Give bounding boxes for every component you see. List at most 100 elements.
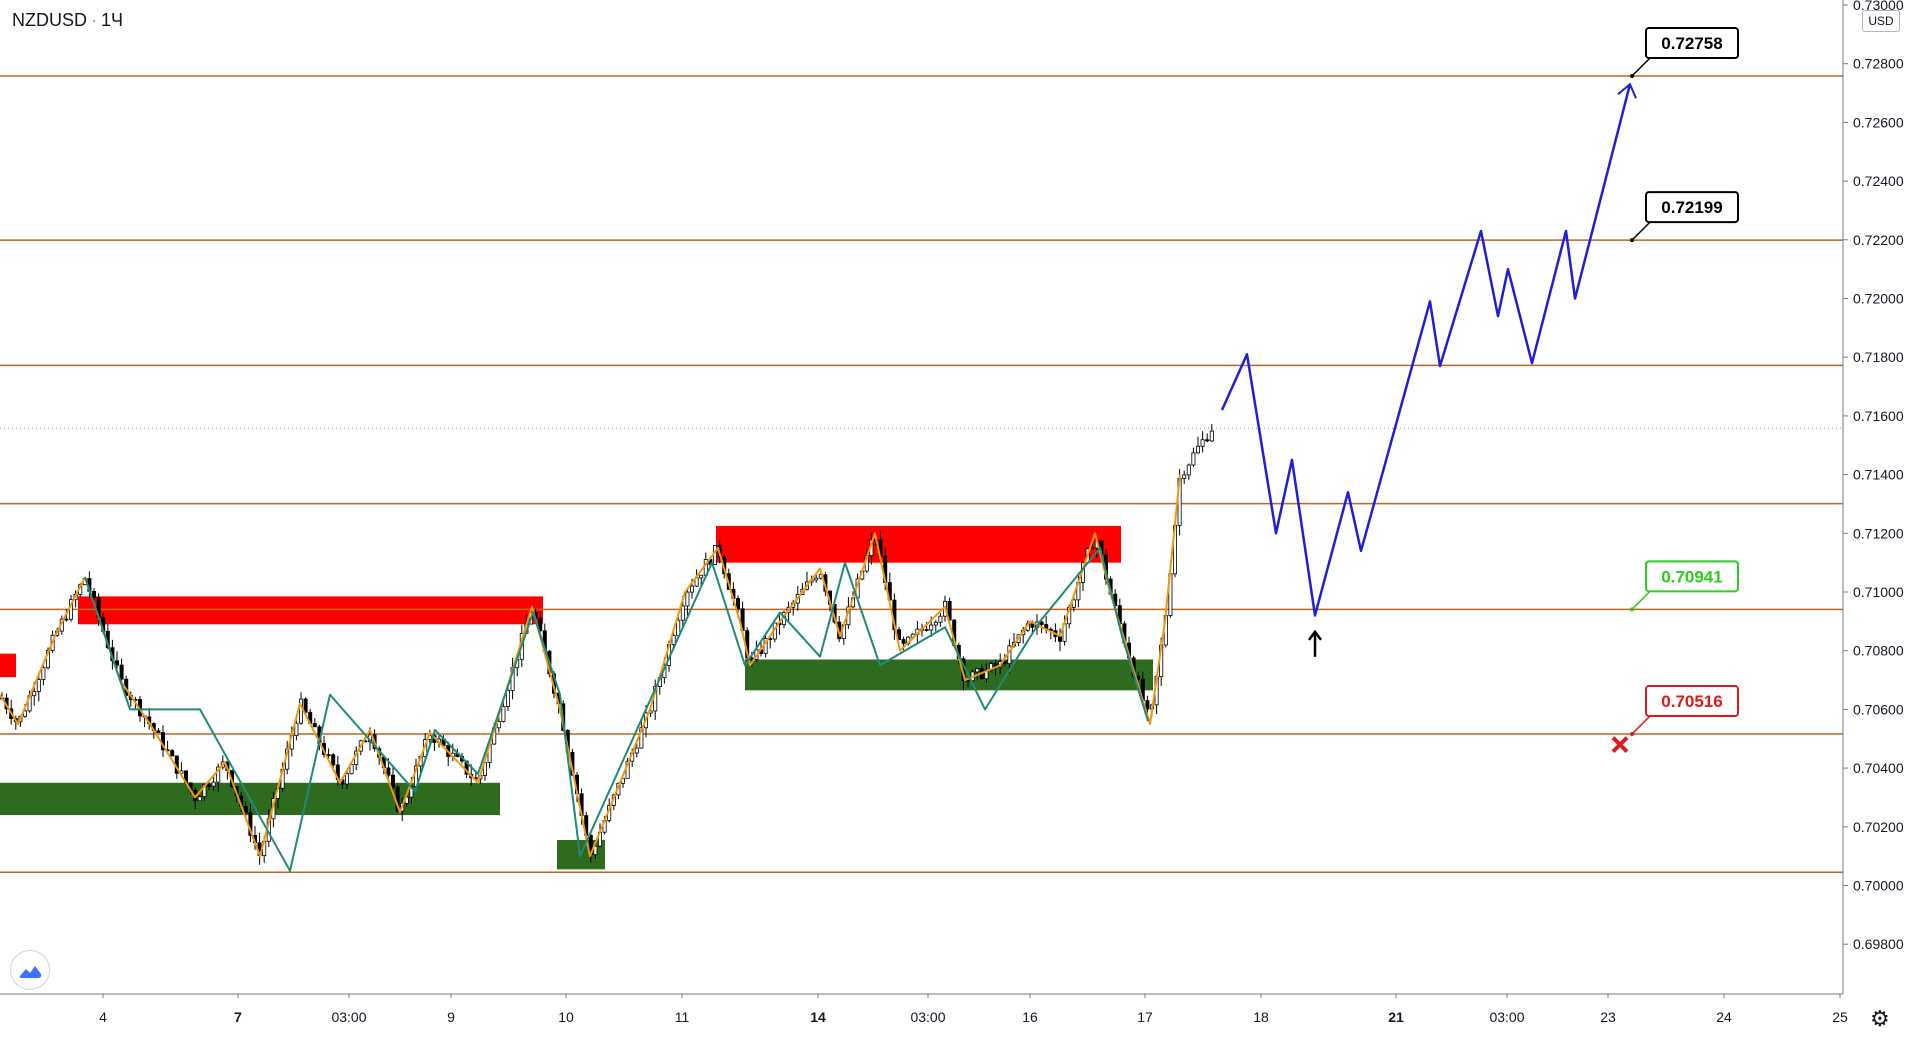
support-zone — [745, 659, 1153, 691]
callout-pointer — [1631, 57, 1651, 77]
resistance-zone — [0, 653, 16, 678]
candle-body — [1191, 452, 1196, 466]
candle-body — [303, 698, 308, 713]
candle-body — [901, 639, 906, 644]
time-tick-label: 25 — [1832, 1009, 1848, 1025]
price-tick-label: 0.70600 — [1853, 701, 1904, 717]
tradingview-logo-icon[interactable] — [10, 950, 50, 990]
projection-layer — [1220, 82, 1637, 617]
callout-box — [1645, 27, 1739, 60]
price-tick-label: 0.72800 — [1853, 56, 1904, 72]
price-tick-label: 0.70200 — [1853, 819, 1904, 835]
time-axis-bg — [0, 994, 1920, 1040]
callout-pointer — [1631, 221, 1651, 241]
callouts-layer: 0.72758 0.72199 0.70941 0.70516 — [1630, 27, 1739, 737]
candle-body — [966, 680, 971, 683]
candle-body — [1058, 636, 1063, 642]
candle-body — [1071, 599, 1076, 608]
price-tick-label: 0.71600 — [1853, 408, 1904, 424]
price-tick-label: 0.73000 — [1853, 0, 1904, 13]
candle-body — [197, 796, 202, 802]
candle-body — [1196, 445, 1201, 454]
candle-body — [933, 621, 938, 626]
candle-body — [119, 664, 124, 680]
candle-body — [312, 722, 317, 728]
callout-pointer — [1631, 590, 1651, 610]
candle-body — [634, 747, 639, 754]
candle-body — [32, 691, 37, 697]
candle-body — [156, 730, 161, 733]
gear-icon[interactable]: ⚙ — [1870, 1006, 1890, 1031]
price-tick-label: 0.70400 — [1853, 760, 1904, 776]
candle-body — [386, 767, 391, 776]
candle-body — [294, 722, 299, 736]
candle-body — [680, 605, 685, 621]
symbol-title[interactable]: NZDUSD · 1Ч — [12, 10, 123, 31]
candle-body — [1186, 464, 1191, 476]
time-tick-label: 16 — [1022, 1009, 1038, 1025]
candle-body — [938, 615, 943, 623]
callout-box — [1645, 191, 1739, 224]
candle-body — [505, 689, 510, 707]
candle-body — [1145, 700, 1150, 710]
projection-arrowhead — [1617, 82, 1637, 99]
candle-body — [211, 781, 216, 787]
time-tick-label: 18 — [1253, 1009, 1269, 1025]
candle-body — [538, 617, 543, 632]
price-tick-label: 0.72400 — [1853, 173, 1904, 189]
candle-body — [1030, 623, 1035, 628]
time-tick-label: 14 — [810, 1009, 826, 1025]
callout-box — [1645, 685, 1739, 718]
callout-pointer — [1631, 715, 1651, 735]
price-tick-label: 0.71800 — [1853, 349, 1904, 365]
price-tick-label: 0.70000 — [1853, 878, 1904, 894]
price-tick-label: 0.71200 — [1853, 525, 1904, 541]
callout-anchor — [1630, 607, 1634, 612]
candle-body — [36, 679, 41, 692]
price-tick-label: 0.72000 — [1853, 291, 1904, 307]
time-tick-label: 4 — [99, 1009, 107, 1025]
candle-body — [1002, 661, 1007, 665]
callout-label: 0.70941 — [1661, 567, 1722, 586]
callout-box — [1645, 560, 1739, 593]
candle-body — [331, 754, 336, 766]
time-tick-label: 17 — [1137, 1009, 1153, 1025]
time-tick-label: 21 — [1388, 1009, 1404, 1025]
currency-badge[interactable]: USD — [1862, 10, 1900, 32]
callout-anchor — [1630, 732, 1634, 737]
candle-body — [639, 727, 644, 749]
price-axis-bg — [1843, 0, 1920, 1040]
candle-body — [690, 585, 695, 593]
candle-body — [170, 750, 175, 757]
candle-body — [924, 629, 929, 631]
candle-body — [1090, 547, 1095, 550]
markers-layer — [1308, 629, 1629, 754]
candle-body — [814, 577, 819, 581]
callout-anchor — [1630, 74, 1634, 79]
price-tick-label: 0.72200 — [1853, 232, 1904, 248]
candle-body — [975, 668, 980, 673]
candle-body — [1182, 474, 1187, 479]
stop-x-icon — [1611, 736, 1629, 754]
price-tick-label: 0.72600 — [1853, 114, 1904, 130]
symbol-name: NZDUSD — [12, 10, 87, 30]
candle-body — [216, 766, 221, 783]
candle-body — [92, 590, 97, 599]
candle-body — [202, 784, 207, 798]
candle-body — [298, 698, 303, 724]
candle-body — [671, 635, 676, 645]
callout-label: 0.70516 — [1661, 692, 1722, 711]
candle-body — [115, 660, 120, 666]
candle-body — [685, 591, 690, 607]
candle-body — [501, 706, 506, 722]
zigzag-teal — [84, 546, 1149, 872]
candle-body — [390, 774, 395, 788]
candle-body — [1209, 430, 1214, 442]
time-tick-label: 24 — [1716, 1009, 1732, 1025]
candle-body — [243, 806, 248, 814]
candle-body — [1205, 439, 1210, 442]
candle-body — [41, 667, 46, 680]
candle-body — [349, 764, 354, 775]
